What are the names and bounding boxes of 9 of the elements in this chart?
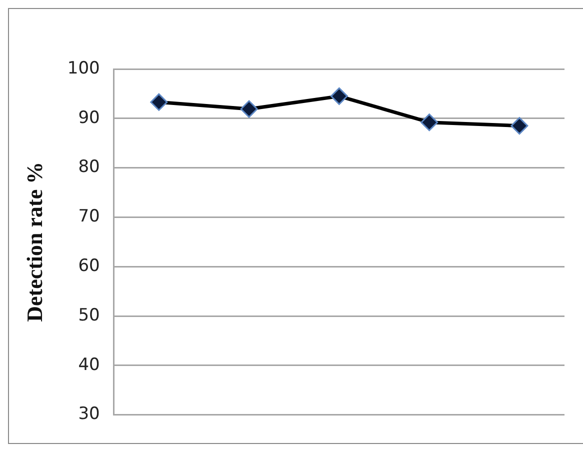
y-tick-label: 30 (78, 404, 100, 424)
y-tick-label: 100 (67, 58, 100, 78)
y-axis-title: Detection rate % (22, 162, 47, 322)
y-tick-label: 80 (78, 157, 100, 178)
y-tick-label: 90 (78, 108, 100, 128)
y-tick-label: 70 (78, 206, 100, 227)
y-tick-label: 60 (78, 256, 100, 276)
y-tick-label: 40 (78, 354, 100, 375)
y-tick-label: 50 (78, 305, 100, 326)
